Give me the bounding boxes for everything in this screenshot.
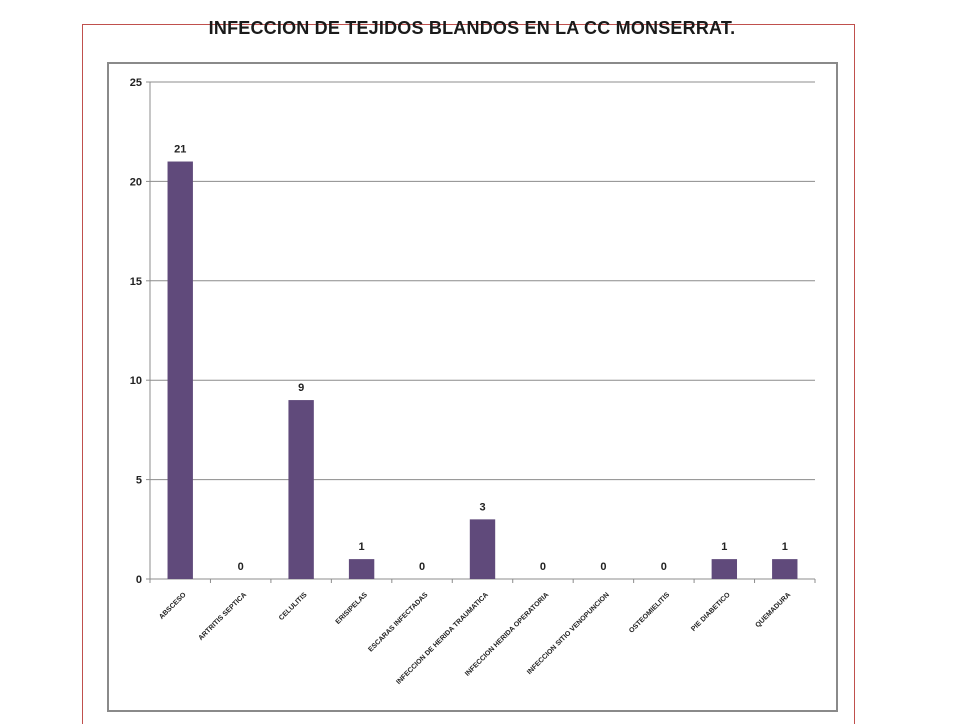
- bar: [772, 559, 798, 579]
- category-label: ABSCESO: [158, 591, 188, 621]
- category-label: ESCARAS INFECTADAS: [367, 591, 429, 653]
- data-label: 21: [174, 144, 186, 156]
- y-tick-label: 10: [130, 375, 142, 387]
- y-tick-label: 5: [136, 475, 142, 487]
- chart-title: INFECCION DE TEJIDOS BLANDOS EN LA CC MO…: [208, 18, 736, 38]
- data-label: 0: [600, 561, 606, 573]
- category-label: CELULITIS: [278, 591, 309, 622]
- data-label: 9: [298, 382, 304, 394]
- data-label: 0: [661, 561, 667, 573]
- bar: [469, 519, 496, 579]
- data-label: 0: [419, 561, 425, 573]
- bar: [711, 559, 738, 579]
- bar: [167, 161, 193, 579]
- category-label: ARTRITIS SEPTICA: [197, 591, 248, 642]
- data-label: 1: [721, 541, 727, 553]
- y-tick-label: 0: [136, 574, 142, 586]
- category-label: PIE DIABETICO: [690, 591, 732, 633]
- slide-frame: [82, 24, 855, 724]
- category-label: ERISIPELAS: [335, 591, 370, 626]
- bar: [288, 400, 314, 579]
- category-label: OSTEOMIELITIS: [628, 591, 671, 634]
- y-tick-label: 15: [130, 276, 142, 288]
- data-label: 0: [238, 561, 244, 573]
- y-tick-label: 25: [130, 77, 142, 89]
- category-label: QUEMADURA: [755, 591, 793, 629]
- data-label: 0: [540, 561, 546, 573]
- data-label: 3: [479, 501, 485, 513]
- bar: [348, 559, 375, 579]
- chart-border: [107, 62, 838, 712]
- y-tick-label: 20: [130, 176, 142, 188]
- data-label: 1: [359, 541, 365, 553]
- data-label: 1: [782, 541, 788, 553]
